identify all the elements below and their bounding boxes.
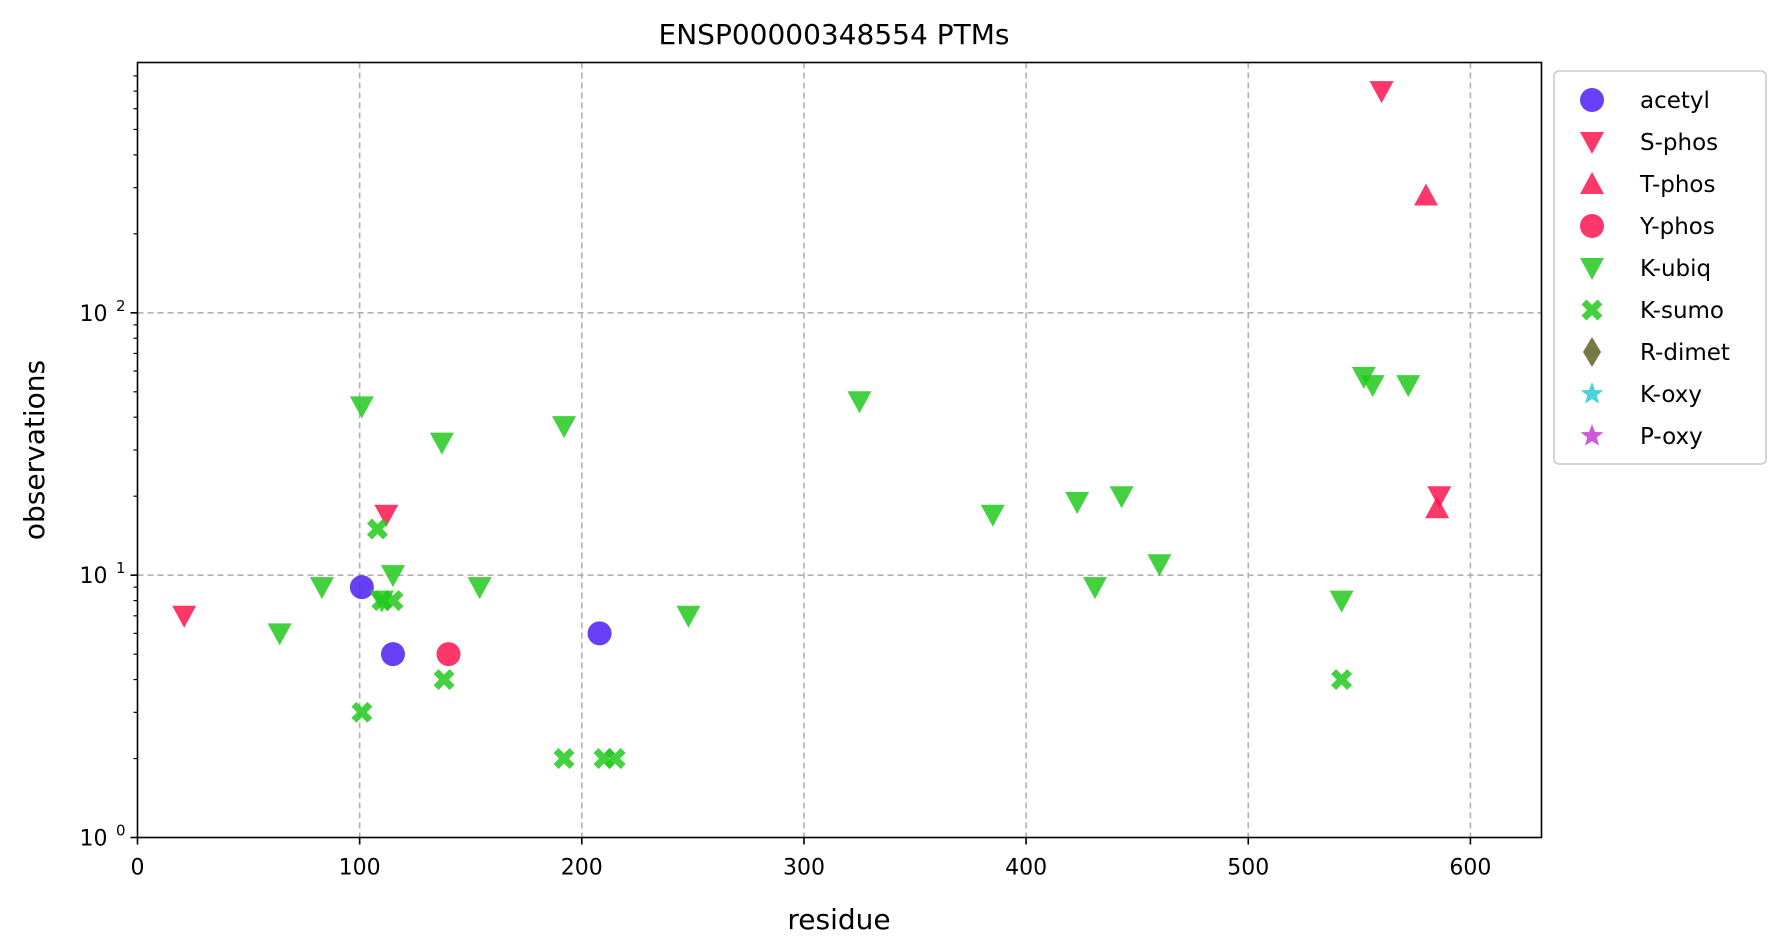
point-y-phos: [436, 642, 461, 667]
legend: acetyl S-phos T-phos Y-phos K-ubiq K-sumo R-di…: [1553, 70, 1767, 465]
y-tick-base: 10: [80, 564, 108, 589]
y-tick-label: 10: [80, 564, 108, 589]
point-k-ubiq: [1329, 590, 1354, 613]
point-k-ubiq: [1109, 486, 1134, 509]
point-k-ubiq: [309, 577, 334, 600]
x-axis-label: residue: [787, 903, 890, 936]
legend-label: Y-phos: [1639, 214, 1715, 240]
plot-frame: [136, 61, 1543, 839]
point-k-ubiq: [1396, 375, 1421, 398]
legend-marker-k-sumo: [1581, 299, 1603, 321]
y-tick-base: 10: [80, 302, 108, 327]
x-tick-label: 0: [131, 856, 145, 881]
legend-label: R-dimet: [1640, 340, 1730, 366]
y-tick-label: 10: [80, 827, 108, 852]
x-axis-ticks: 0 100 200 300 400 500 600: [131, 837, 1491, 881]
legend-label: acetyl: [1640, 88, 1710, 114]
legend-label: T-phos: [1639, 172, 1715, 198]
grid-lines: [137, 62, 1542, 838]
point-acetyl: [380, 642, 405, 667]
point-acetyl: [587, 621, 612, 646]
point-k-ubiq: [349, 396, 374, 419]
legend-frame: [1553, 70, 1767, 465]
y-tick-exponent: 2: [116, 297, 126, 315]
legend-marker-acetyl: [1580, 88, 1604, 112]
point-k-sumo: [433, 669, 455, 691]
point-s-phos: [1427, 486, 1452, 509]
legend-marker-y-phos: [1580, 214, 1604, 238]
point-k-sumo: [366, 518, 388, 540]
legend-marker-k-ubiq: [1580, 258, 1604, 280]
y-axis-ticks: 10 0 10 1 10 2: [80, 297, 138, 852]
point-k-ubiq: [1065, 492, 1090, 515]
point-s-phos: [172, 605, 197, 628]
y-tick-base: 10: [80, 827, 108, 852]
point-k-ubiq: [552, 416, 577, 439]
point-t-phos: [1413, 183, 1438, 206]
point-k-ubiq: [380, 565, 405, 588]
point-k-ubiq: [676, 605, 701, 628]
legend-marker-k-oxy: [1580, 382, 1604, 404]
point-k-ubiq: [467, 577, 492, 600]
legend-marker-r-dimet: [1583, 337, 1601, 367]
y-tick-exponent: 0: [116, 822, 126, 840]
point-k-sumo: [553, 748, 575, 770]
y-tick-exponent: 1: [116, 559, 126, 577]
legend-marker-t-phos: [1580, 172, 1604, 194]
y-axis-label: observations: [18, 360, 51, 540]
point-k-ubiq: [429, 432, 454, 455]
data-points: [172, 81, 1452, 770]
legend-marker-p-oxy: [1580, 424, 1604, 446]
legend-label: S-phos: [1640, 130, 1718, 156]
x-tick-label: 400: [1005, 856, 1047, 881]
legend-label: K-oxy: [1640, 382, 1702, 408]
legend-label: P-oxy: [1640, 424, 1703, 450]
point-s-phos: [374, 504, 399, 527]
point-k-ubiq: [267, 623, 292, 646]
point-k-ubiq: [980, 504, 1005, 527]
point-k-sumo: [351, 701, 373, 723]
x-tick-label: 300: [783, 856, 825, 881]
x-tick-label: 100: [339, 856, 381, 881]
point-k-ubiq: [1360, 375, 1385, 398]
point-k-sumo: [1331, 669, 1353, 691]
point-k-sumo: [382, 590, 404, 612]
legend-label: K-ubiq: [1640, 256, 1711, 282]
point-k-ubiq: [847, 391, 872, 414]
y-tick-label: 10: [80, 302, 108, 327]
point-k-sumo: [604, 748, 626, 770]
point-acetyl: [349, 575, 374, 600]
point-t-phos: [1425, 496, 1450, 519]
x-tick-label: 500: [1227, 856, 1269, 881]
x-tick-label: 200: [561, 856, 603, 881]
x-tick-label: 600: [1449, 856, 1491, 881]
point-s-phos: [1369, 81, 1394, 104]
legend-label: K-sumo: [1640, 298, 1724, 324]
point-k-ubiq: [1147, 554, 1172, 577]
chart-title: ENSP00000348554 PTMs: [659, 18, 1010, 51]
legend-marker-s-phos: [1580, 132, 1604, 154]
point-k-ubiq: [1082, 577, 1107, 600]
